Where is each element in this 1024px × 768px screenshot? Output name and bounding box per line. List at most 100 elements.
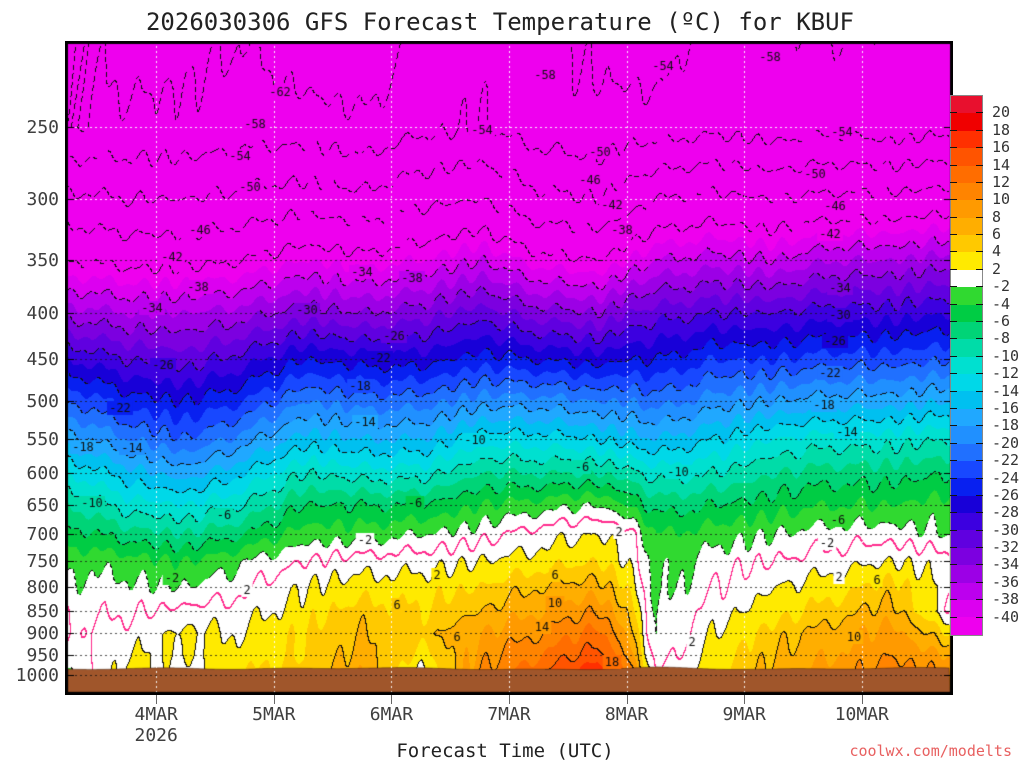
colorbar-tick [976,234,983,236]
colorbar-tick-label: 6 [992,225,1002,244]
colorbar-tick-label: 8 [992,207,1002,226]
colorbar-tick-label: -18 [992,416,1020,435]
x-axis-title: Forecast Time (UTC) [396,740,614,762]
colorbar-tick [950,407,957,409]
colorbar-tick [950,564,957,566]
colorbar-tick-label: 12 [992,172,1011,191]
colorbar-tick [950,494,957,496]
colorbar-tick [976,616,983,618]
chart-title: 2026030306 GFS Forecast Temperature (ºC)… [145,8,854,36]
colorbar-tick [950,547,957,549]
colorbar-tick-label: -2 [992,277,1011,296]
colorbar-tick-label: -12 [992,364,1020,383]
pressure-tick-label: 600 [26,463,59,485]
colorbar-tick [950,129,957,131]
colorbar-tick [950,268,957,270]
colorbar-tick [976,147,983,149]
colorbar-tick [950,251,957,253]
colorbar-tick [976,599,983,601]
colorbar-tick [976,512,983,514]
colorbar-tick-label: -24 [992,468,1020,487]
colorbar-tick [950,321,957,323]
colorbar-tick [950,112,957,114]
colorbar-tick [950,147,957,149]
colorbar-band [951,565,982,583]
colorbar-tick [976,390,983,392]
colorbar-tick [950,599,957,601]
time-tick-label: 6MAR [369,704,414,725]
colorbar-tick [950,181,957,183]
colorbar-band [951,408,982,427]
colorbar-tick [976,494,983,496]
colorbar-tick-label: 14 [992,155,1011,174]
colorbar-tick [976,303,983,305]
colorbar-tick-label: -14 [992,381,1020,400]
colorbar-tick [976,129,983,131]
colorbar-tick [950,581,957,583]
colorbar-tick [976,529,983,531]
colorbar-band [951,287,982,305]
colorbar-tick-label: 4 [992,242,1002,261]
colorbar-tick-label: -34 [992,555,1020,574]
pressure-tick-label: 700 [26,524,59,546]
colorbar-tick-label: -4 [992,294,1011,313]
colorbar-tick [950,338,957,340]
colorbar-tick [950,425,957,427]
colorbar-tick [976,373,983,375]
watermark-link[interactable]: coolwx.com/modelts [849,742,1012,760]
colorbar-band [951,96,982,114]
colorbar-band [951,460,982,479]
pressure-tick-label: 450 [26,349,59,371]
colorbar-band [951,148,982,166]
pressure-tick-label: 1000 [15,664,59,686]
time-tick-label: 8MAR [604,704,649,725]
colorbar-band [951,217,982,235]
colorbar-band [951,530,982,548]
colorbar-band [951,443,982,461]
colorbar-tick [950,390,957,392]
pressure-tick-label: 300 [26,189,59,211]
time-tick-mark [626,695,628,704]
colorbar-band [951,513,982,531]
colorbar-tick [950,164,957,166]
colorbar-tick [976,321,983,323]
colorbar-tick [950,199,957,201]
colorbar-tick [950,303,957,305]
colorbar-band [951,547,982,566]
pressure-tick-label: 800 [26,576,59,598]
colorbar-tick-label: -10 [992,346,1020,365]
colorbar-tick-label: 10 [992,190,1011,209]
colorbar-tick [950,529,957,531]
colorbar-band [951,165,982,183]
pressure-tick-label: 250 [26,117,59,139]
colorbar-band [951,582,982,600]
colorbar-tick [950,616,957,618]
pressure-tick-label: 400 [26,302,59,324]
colorbar-tick-label: -20 [992,433,1020,452]
pressure-tick-label: 950 [26,644,59,666]
colorbar-tick [976,268,983,270]
time-tick-mark [744,695,746,704]
colorbar-tick [976,112,983,114]
colorbar-band [951,304,982,322]
colorbar-band [951,200,982,218]
colorbar-tick [976,355,983,357]
pressure-tick-label: 750 [26,551,59,573]
colorbar-tick [976,286,983,288]
colorbar-tick-label: -6 [992,312,1011,331]
colorbar-tick-label: -38 [992,590,1020,609]
colorbar-tick-label: -16 [992,398,1020,417]
colorbar-tick [976,564,983,566]
time-tick-mark [273,695,275,704]
colorbar-tick [950,373,957,375]
colorbar-tick [976,407,983,409]
colorbar-tick-label: 16 [992,138,1011,157]
colorbar-tick-label: -30 [992,520,1020,539]
colorbar-band [951,495,982,513]
colorbar-tick [950,460,957,462]
colorbar-tick [950,477,957,479]
temperature-cross-section-canvas [65,41,953,695]
colorbar-band [951,182,982,201]
colorbar-band [951,617,982,635]
